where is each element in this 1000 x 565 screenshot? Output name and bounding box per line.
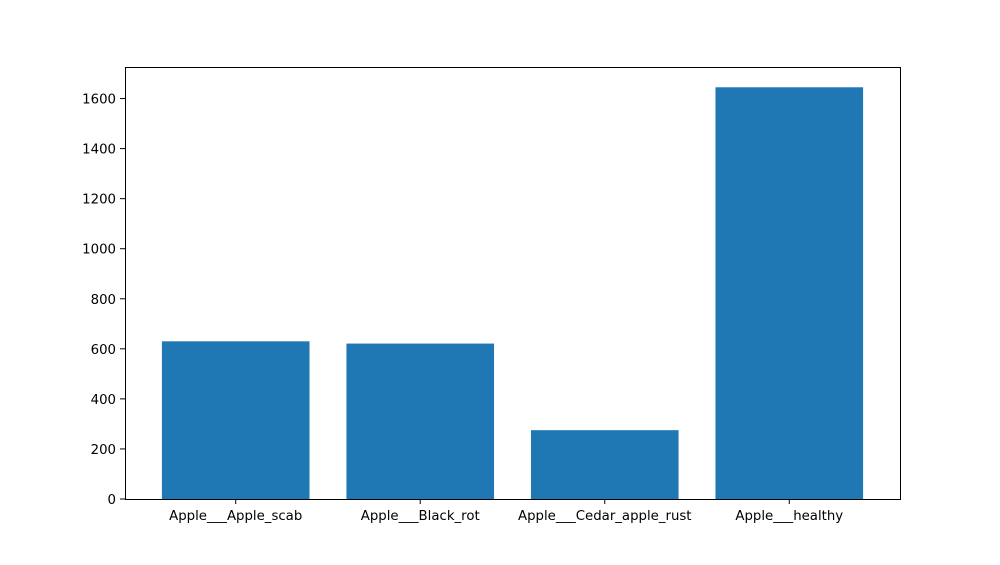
x-axis: Apple___Apple_scab Apple___Black_rot Apple… (169, 499, 843, 524)
bar-3 (715, 87, 864, 499)
y-tick-label: 1200 (82, 193, 116, 208)
y-axis: 0 200 400 600 800 1000 1200 1400 1600 (82, 93, 125, 508)
x-tick-label: Apple___Black_rot (361, 509, 480, 524)
bar-1 (346, 343, 495, 499)
y-tick-label: 0 (108, 493, 116, 508)
y-tick-label: 1000 (82, 243, 116, 258)
y-tick-label: 800 (91, 293, 116, 308)
y-tick-label: 400 (91, 393, 116, 408)
x-tick-label: Apple___healthy (735, 509, 843, 524)
y-tick-label: 600 (91, 343, 116, 358)
y-tick-label: 1400 (82, 143, 116, 158)
bar-0 (161, 341, 310, 499)
y-tick-label: 200 (91, 443, 116, 458)
plot-frame (125, 67, 901, 500)
x-tick-label: Apple___Apple_scab (169, 509, 302, 524)
y-tick-label: 1600 (82, 93, 116, 108)
bars-layer (161, 87, 864, 499)
x-tick-label: Apple___Cedar_apple_rust (518, 509, 692, 524)
bar-2 (530, 430, 679, 499)
